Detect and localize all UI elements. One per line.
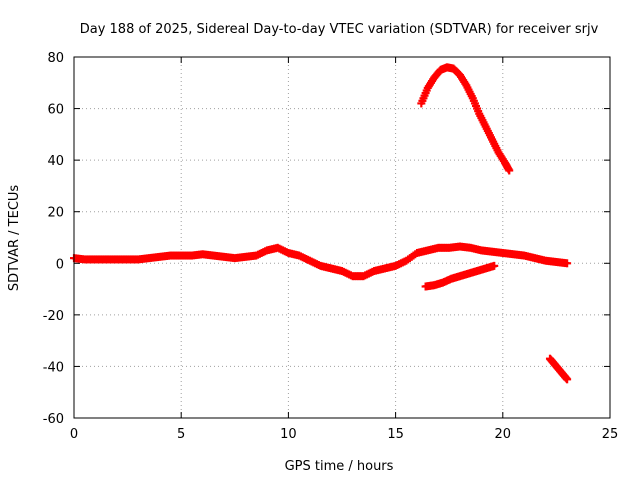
data-series-0 — [70, 242, 572, 281]
x-tick-label: 5 — [177, 427, 185, 442]
x-tick-label: 15 — [387, 427, 404, 442]
y-tick-label: -40 — [43, 360, 64, 375]
y-tick-label: 40 — [47, 154, 64, 169]
grid-lines — [74, 57, 610, 418]
y-tick-label: 20 — [47, 206, 64, 221]
y-tick-label: -60 — [43, 412, 64, 427]
data-series-1 — [417, 63, 514, 175]
y-tick-label: -20 — [43, 309, 64, 324]
data-series-2 — [421, 261, 499, 291]
y-axis-label: SDTVAR / TECUs — [7, 185, 22, 292]
y-tick-label: 60 — [47, 103, 64, 118]
x-tick-label: 10 — [280, 427, 297, 442]
axis-ticks: 0 5 10 15 20 25 -60 -40 -20 0 20 40 60 80 — [43, 51, 619, 442]
x-tick-label: 25 — [602, 427, 619, 442]
x-tick-label: 20 — [495, 427, 512, 442]
plot-frame — [73, 56, 611, 419]
data-series-3 — [545, 354, 572, 384]
y-tick-label: 80 — [47, 51, 64, 66]
data-points — [70, 63, 572, 384]
chart-title: Day 188 of 2025, Sidereal Day-to-day VTE… — [80, 22, 599, 37]
x-tick-label: 0 — [70, 427, 78, 442]
y-tick-label: 0 — [56, 257, 64, 272]
x-axis-label: GPS time / hours — [285, 459, 394, 474]
